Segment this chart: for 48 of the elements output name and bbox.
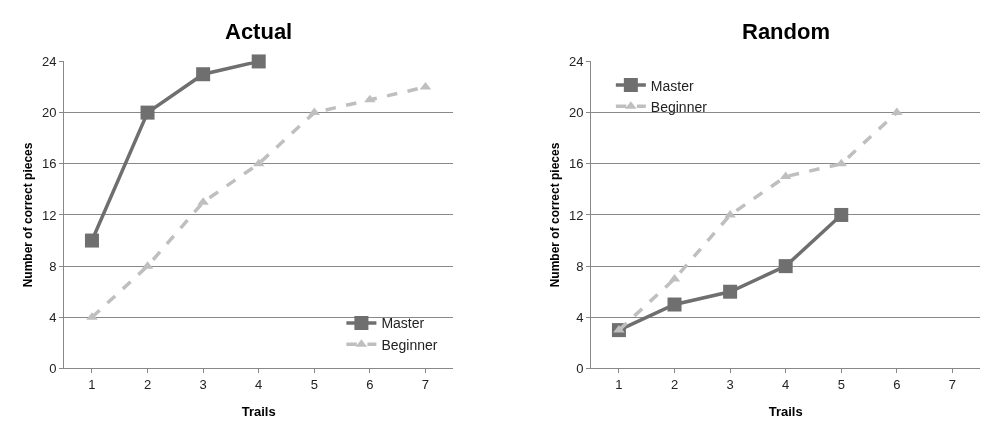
- y-tick-label: 20: [569, 105, 584, 121]
- x-axis-title: Trails: [768, 403, 803, 419]
- y-tick-label: 16: [569, 156, 584, 172]
- y-tick-label: 8: [576, 258, 584, 274]
- y-tick-label: 12: [569, 207, 584, 223]
- x-tick-label: 2: [670, 377, 679, 393]
- y-axis-title: Number of correct pieces: [548, 142, 563, 288]
- x-tick-label: 7: [421, 377, 430, 393]
- x-tick-label: 6: [366, 377, 374, 393]
- point: [667, 297, 682, 312]
- x-tick-label: 4: [255, 377, 263, 393]
- point: [84, 233, 99, 248]
- legend-label: Beginner: [650, 98, 708, 115]
- chart-title: Actual: [225, 19, 293, 44]
- point: [778, 259, 793, 274]
- y-tick-label: 24: [42, 53, 57, 69]
- y-tick-label: 16: [42, 156, 57, 172]
- x-tick-label: 5: [310, 377, 318, 393]
- point: [251, 54, 266, 69]
- y-tick-label: 4: [576, 309, 584, 325]
- x-tick-label: 3: [199, 377, 207, 393]
- point: [364, 94, 376, 103]
- y-tick-label: 20: [42, 105, 57, 121]
- x-tick-label: 4: [782, 377, 790, 393]
- y-tick-label: 0: [576, 361, 584, 377]
- x-tick-label: 1: [88, 377, 96, 393]
- point: [891, 107, 903, 116]
- x-tick-label: 1: [615, 377, 623, 393]
- point: [723, 284, 738, 299]
- chart-title: Random: [742, 19, 830, 44]
- point: [140, 105, 155, 120]
- x-tick-label: 2: [143, 377, 152, 393]
- x-tick-label: 5: [837, 377, 845, 393]
- y-tick-label: 8: [49, 258, 57, 274]
- y-tick-label: 24: [569, 53, 584, 69]
- y-tick-label: 12: [42, 207, 57, 223]
- x-axis-title: Trails: [241, 403, 276, 419]
- y-tick-label: 4: [49, 309, 57, 325]
- y-tick-label: 0: [49, 361, 57, 377]
- legend-label: Beginner: [381, 336, 438, 353]
- point: [834, 207, 849, 222]
- x-tick-label: 6: [893, 377, 901, 393]
- legend-label: Master: [650, 77, 694, 94]
- y-axis-title: Number of correct pieces: [21, 142, 36, 288]
- x-tick-label: 3: [726, 377, 734, 393]
- x-tick-label: 7: [948, 377, 957, 393]
- point: [196, 67, 211, 82]
- legend-label: Master: [381, 315, 425, 332]
